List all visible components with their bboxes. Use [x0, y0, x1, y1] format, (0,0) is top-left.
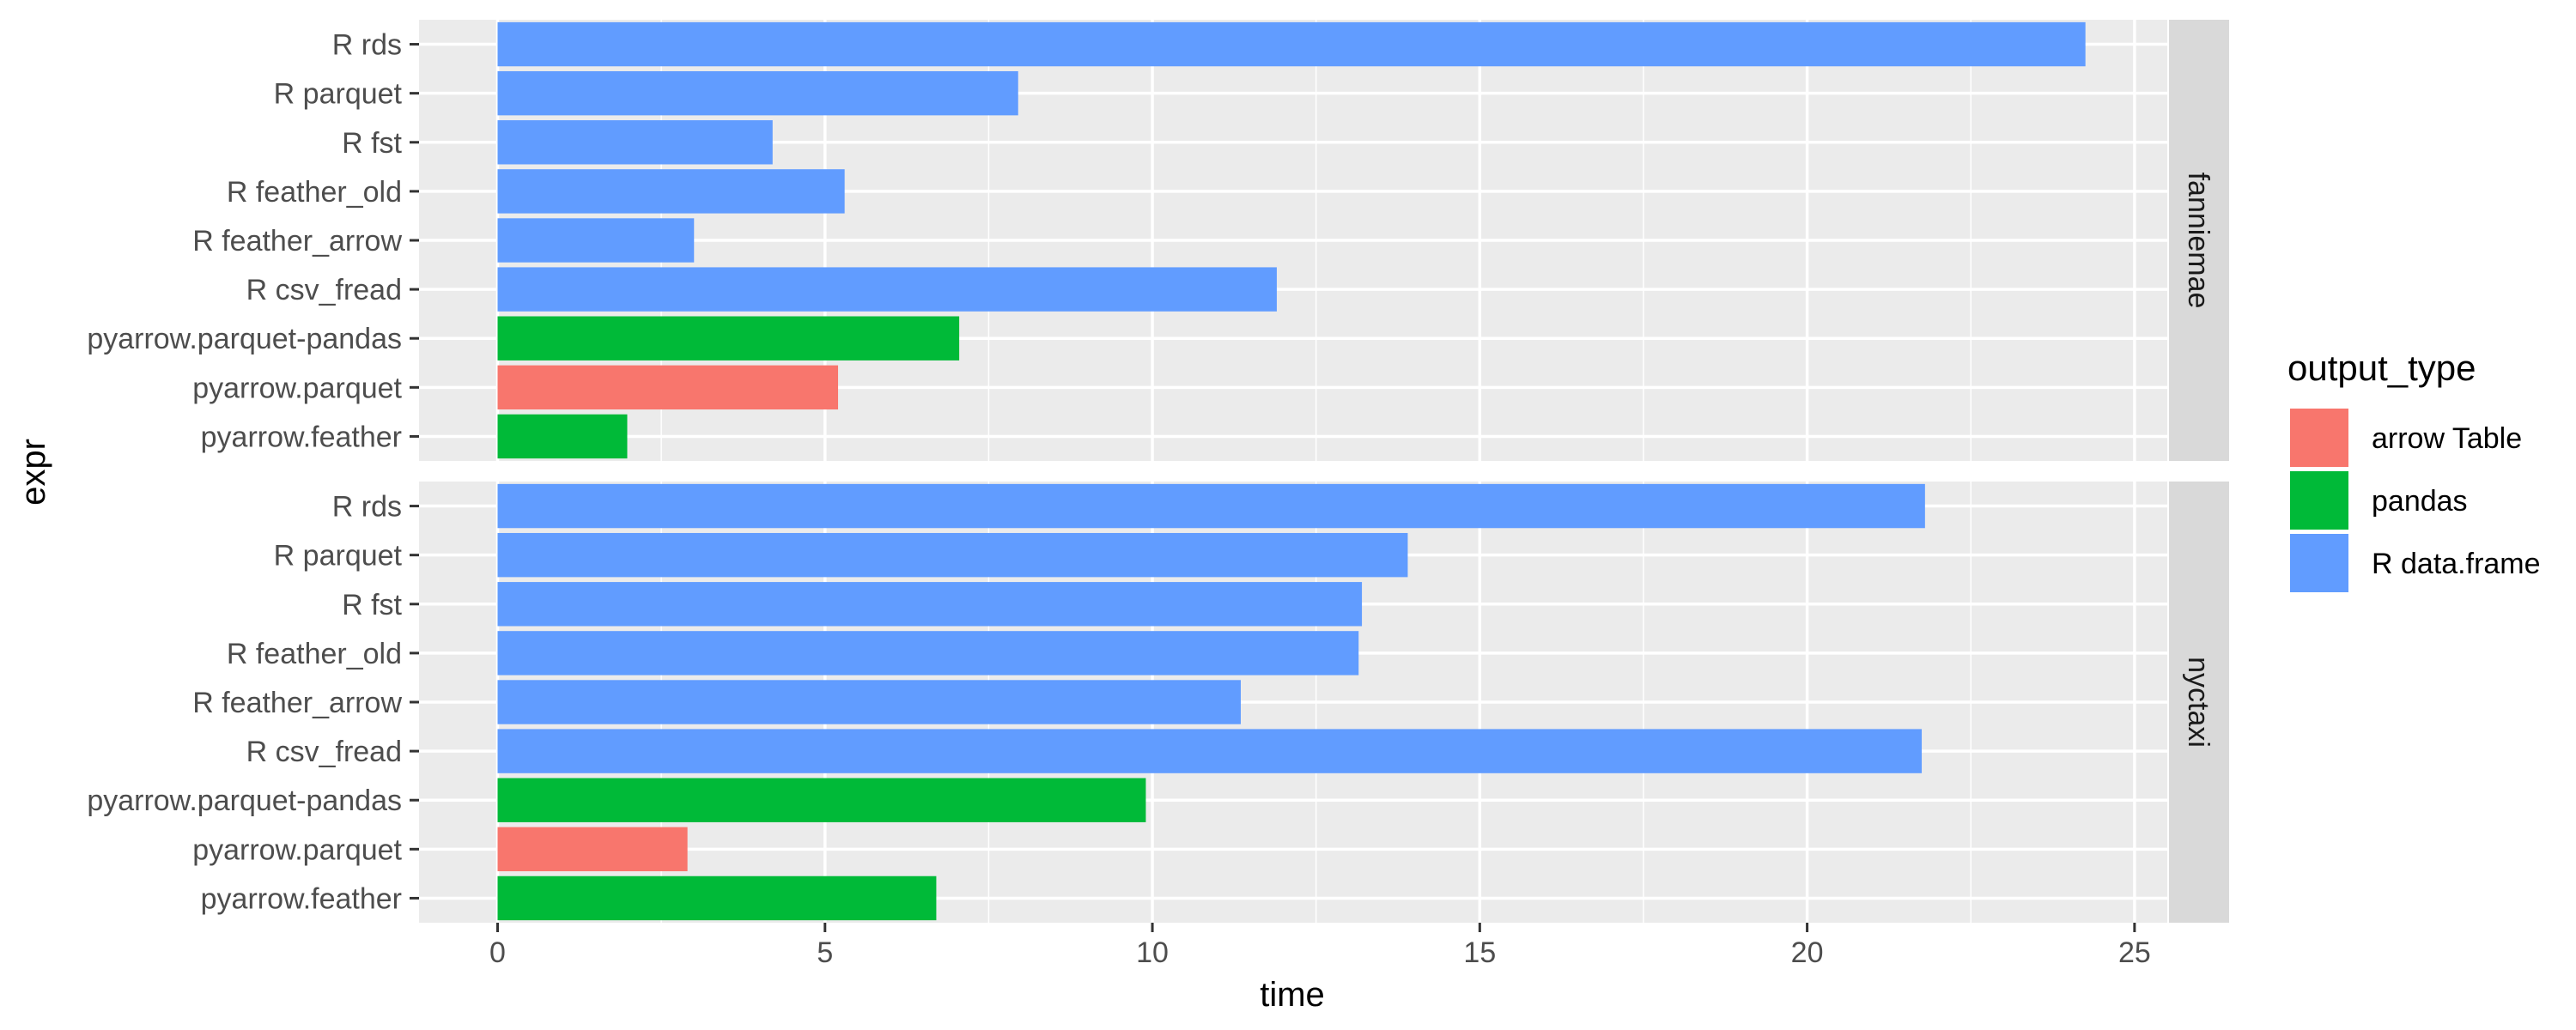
x-tick-label: 15	[1463, 936, 1496, 969]
y-tick-label: R feather_old	[227, 638, 402, 670]
x-tick-label: 0	[489, 936, 506, 969]
y-tick-label: R csv_fread	[246, 736, 402, 768]
y-tick-label: R parquet	[274, 78, 403, 111]
y-tick-label: R csv_fread	[246, 274, 402, 306]
legend-label: R data.frame	[2372, 548, 2541, 580]
bar-nyctaxi-pyarrow-parquet	[497, 827, 688, 872]
facet-strip	[2169, 20, 2229, 461]
legend-item-arrow-table: arrow Table	[2290, 409, 2522, 467]
x-tick-label: 25	[2118, 936, 2151, 969]
legend-label: arrow Table	[2372, 422, 2522, 455]
bar-fanniemae-r-feather-arrow	[497, 218, 695, 263]
y-tick-label: pyarrow.feather	[201, 882, 402, 915]
y-axis-label: expr	[15, 439, 52, 506]
bar-fanniemae-r-parquet	[497, 70, 1018, 116]
y-tick-label: R fst	[342, 127, 402, 160]
y-tick-label: pyarrow.parquet-pandas	[87, 323, 402, 355]
legend-swatch	[2290, 471, 2348, 530]
bar-fanniemae-r-feather-old	[497, 169, 845, 214]
y-tick-label: pyarrow.parquet-pandas	[87, 785, 402, 817]
bar-fanniemae-pyarrow-parquet	[497, 365, 839, 410]
y-tick-label: R feather_arrow	[192, 225, 402, 258]
y-tick-label: R parquet	[274, 540, 403, 573]
legend-item-pandas: pandas	[2290, 471, 2468, 530]
y-tick-label: R rds	[332, 491, 402, 524]
facet-strip-label: nyctaxi	[2182, 657, 2215, 748]
bar-fanniemae-r-fst	[497, 120, 773, 165]
bar-nyctaxi-r-parquet	[497, 532, 1408, 578]
bar-fanniemae-r-rds	[497, 21, 2086, 67]
bar-nyctaxi-r-rds	[497, 483, 1925, 529]
y-tick-label: R rds	[332, 29, 402, 62]
panel-nyctaxi: R rds R parquet R fst R feather_old R feathe…	[87, 482, 2229, 923]
plot-panels: R rds R parquet R fst R feather_old R feathe…	[87, 20, 2229, 923]
facet-strip	[2169, 482, 2229, 923]
panel-fanniemae: R rds R parquet R fst R feather_old R feathe…	[87, 20, 2229, 461]
bar-nyctaxi-r-fst	[497, 582, 1363, 627]
y-tick-label: R fst	[342, 589, 402, 621]
bar-fanniemae-pyarrow-parquet-pandas	[497, 316, 960, 360]
legend-swatch	[2290, 409, 2348, 467]
y-tick-label: R feather_arrow	[192, 687, 402, 719]
y-tick-label: R feather_old	[227, 176, 402, 209]
facet-strip-label: fanniemae	[2182, 173, 2215, 309]
legend: output_type arrow Table pandas R data.fram…	[2287, 348, 2541, 592]
y-tick-label: pyarrow.parquet	[192, 833, 402, 866]
y-tick-label: pyarrow.feather	[201, 421, 402, 453]
legend-item-r-data-frame: R data.frame	[2290, 534, 2541, 592]
legend-swatch	[2290, 534, 2348, 592]
bar-nyctaxi-r-feather-old	[497, 631, 1359, 676]
legend-title: output_type	[2287, 348, 2476, 388]
bar-nyctaxi-r-csv-fread	[497, 729, 1923, 773]
legend-label: pandas	[2372, 485, 2468, 518]
bar-fanniemae-r-csv-fread	[497, 267, 1277, 312]
bar-nyctaxi-pyarrow-feather	[497, 876, 937, 921]
bar-fanniemae-pyarrow-feather	[497, 414, 628, 459]
bar-nyctaxi-r-feather-arrow	[497, 680, 1241, 724]
x-axis-label: time	[1260, 976, 1325, 1014]
x-tick-label: 5	[817, 936, 833, 969]
x-tick-label: 10	[1136, 936, 1169, 969]
x-axis: 0 5 10 15 20 25	[489, 923, 2151, 969]
bar-nyctaxi-pyarrow-parquet-pandas	[497, 778, 1146, 822]
y-tick-label: pyarrow.parquet	[192, 372, 402, 404]
x-tick-label: 20	[1791, 936, 1824, 969]
